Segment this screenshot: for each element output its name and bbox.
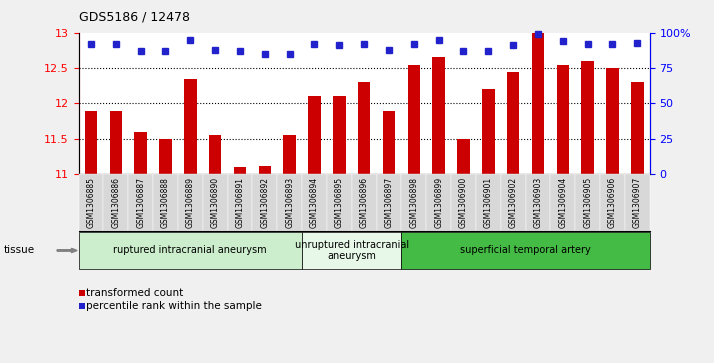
Text: GSM1306894: GSM1306894 — [310, 177, 319, 228]
Text: GSM1306905: GSM1306905 — [583, 177, 592, 228]
Bar — [507, 72, 519, 174]
Bar — [383, 110, 395, 174]
Text: GSM1306903: GSM1306903 — [533, 177, 543, 228]
Text: GSM1306890: GSM1306890 — [211, 177, 220, 228]
Bar — [85, 110, 97, 174]
Text: GSM1306904: GSM1306904 — [558, 177, 568, 228]
Bar — [433, 57, 445, 174]
Bar — [308, 97, 321, 174]
Bar — [159, 139, 171, 174]
Bar — [333, 97, 346, 174]
Text: unruptured intracranial
aneurysm: unruptured intracranial aneurysm — [295, 240, 409, 261]
Bar — [134, 132, 147, 174]
Bar — [258, 166, 271, 174]
Text: GSM1306899: GSM1306899 — [434, 177, 443, 228]
Text: GSM1306898: GSM1306898 — [409, 177, 418, 228]
Text: transformed count: transformed count — [86, 288, 183, 298]
Bar — [532, 33, 544, 174]
Text: GSM1306896: GSM1306896 — [360, 177, 368, 228]
Text: ruptured intracranial aneurysm: ruptured intracranial aneurysm — [114, 245, 267, 256]
Text: GSM1306907: GSM1306907 — [633, 177, 642, 228]
Text: GSM1306897: GSM1306897 — [384, 177, 393, 228]
Bar — [358, 82, 371, 174]
Bar — [408, 65, 420, 174]
Bar — [581, 61, 594, 174]
Text: GSM1306889: GSM1306889 — [186, 177, 195, 228]
Text: GSM1306888: GSM1306888 — [161, 177, 170, 228]
Bar — [631, 82, 643, 174]
Bar — [209, 135, 221, 174]
Bar — [557, 65, 569, 174]
Text: GSM1306886: GSM1306886 — [111, 177, 120, 228]
Bar — [233, 167, 246, 174]
Text: percentile rank within the sample: percentile rank within the sample — [86, 301, 262, 311]
Text: GSM1306900: GSM1306900 — [459, 177, 468, 228]
Text: GSM1306895: GSM1306895 — [335, 177, 344, 228]
Text: superficial temporal artery: superficial temporal artery — [461, 245, 591, 256]
Bar — [606, 68, 619, 174]
Text: GSM1306893: GSM1306893 — [285, 177, 294, 228]
Text: tissue: tissue — [4, 245, 35, 256]
Text: GSM1306902: GSM1306902 — [508, 177, 518, 228]
Bar — [184, 79, 196, 174]
Text: GSM1306891: GSM1306891 — [236, 177, 244, 228]
Text: GSM1306892: GSM1306892 — [261, 177, 269, 228]
Text: GDS5186 / 12478: GDS5186 / 12478 — [79, 11, 189, 24]
Bar — [283, 135, 296, 174]
Text: GSM1306901: GSM1306901 — [484, 177, 493, 228]
Text: GSM1306906: GSM1306906 — [608, 177, 617, 228]
Bar — [482, 89, 495, 174]
Text: GSM1306885: GSM1306885 — [86, 177, 96, 228]
Bar — [457, 139, 470, 174]
Bar — [109, 110, 122, 174]
Text: GSM1306887: GSM1306887 — [136, 177, 145, 228]
